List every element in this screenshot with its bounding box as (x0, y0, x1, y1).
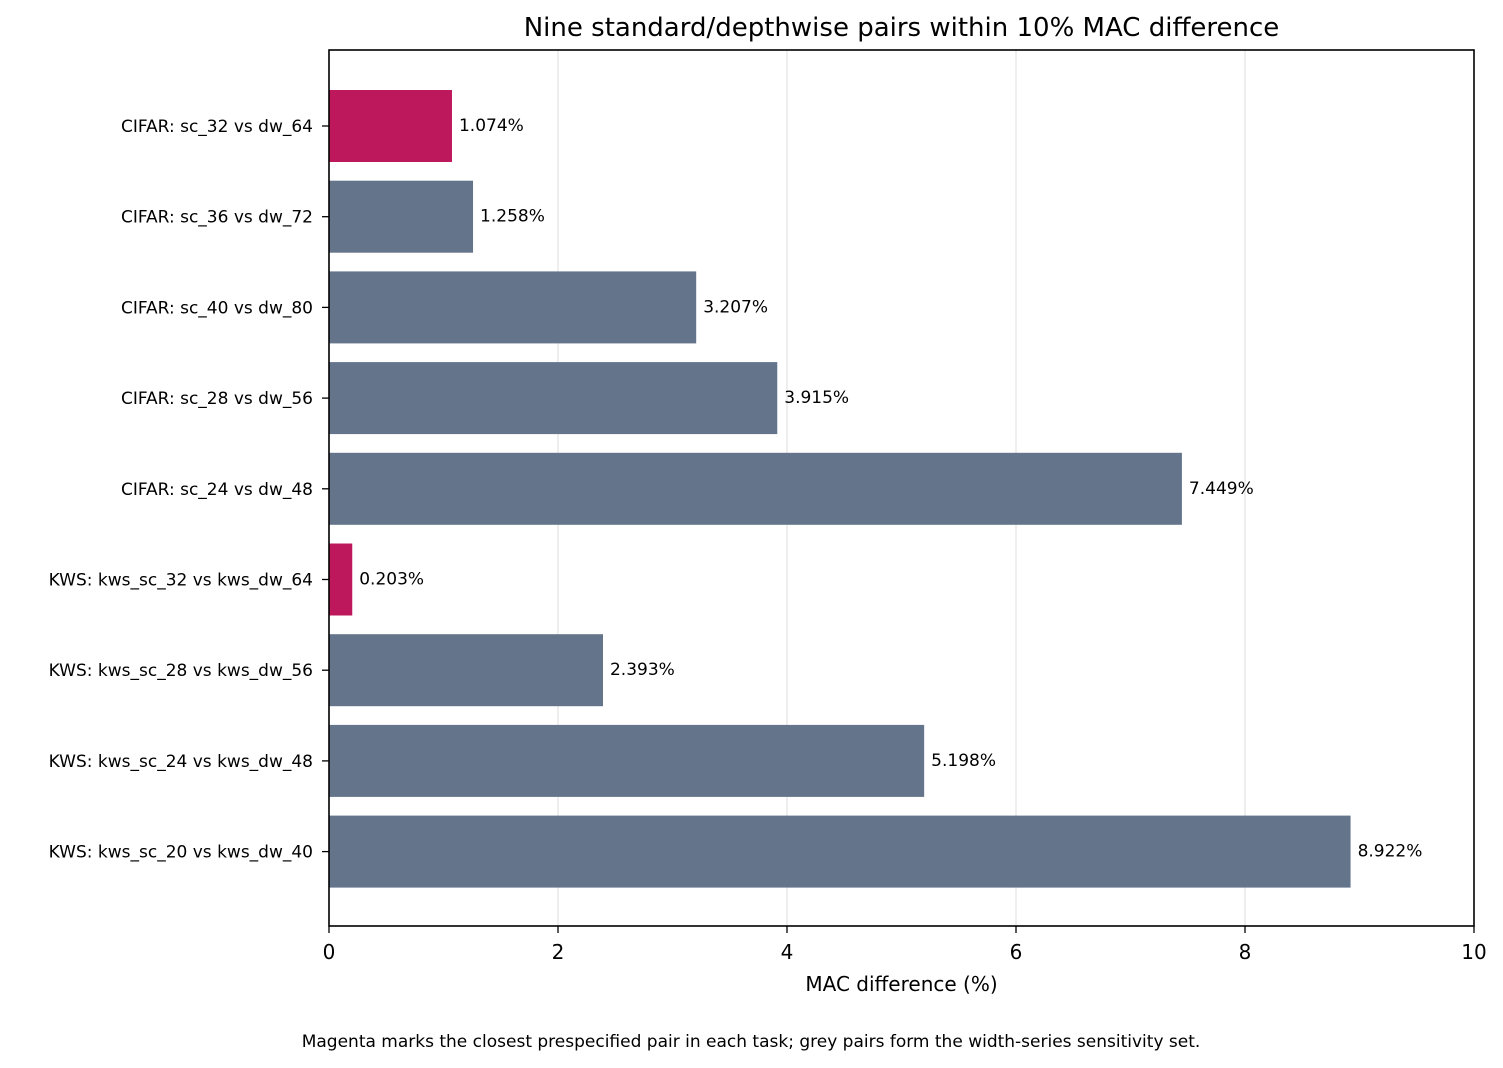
bar-value-label: 7.449% (1189, 479, 1254, 499)
y-category-label: KWS: kws_sc_32 vs kws_dw_64 (49, 571, 313, 591)
bar-value-label: 3.915% (784, 388, 849, 408)
plot-frame (328, 49, 1475, 927)
x-tick-label: 8 (1239, 940, 1252, 964)
x-tick-label: 6 (1010, 940, 1023, 964)
x-axis-ticks: 0 2 4 6 8 10 (323, 926, 1487, 964)
x-axis-label: MAC difference (%) (805, 972, 997, 996)
bar-value-label: 3.207% (703, 297, 768, 317)
bar (329, 634, 603, 707)
bar-value-label: 1.074% (459, 116, 524, 136)
bar-value-label: 5.198% (931, 751, 996, 771)
y-category-label: CIFAR: sc_28 vs dw_56 (121, 389, 313, 409)
bar-value-label: 8.922% (1358, 842, 1423, 862)
data-labels: 1.074% 1.258% 3.207% 3.915% 7.449% 0.203% 2.39… (359, 116, 1422, 862)
bar (329, 362, 778, 435)
x-tick-label: 0 (323, 940, 336, 964)
bar-value-label: 0.203% (359, 570, 424, 590)
bar (329, 90, 452, 162)
x-tick-label: 2 (552, 940, 565, 964)
x-tick-label: 4 (781, 940, 794, 964)
bar (329, 724, 925, 797)
x-tick-label: 10 (1461, 940, 1486, 964)
bar-value-label: 1.258% (480, 207, 545, 227)
bar (329, 815, 1351, 888)
bar (329, 452, 1182, 525)
bar (329, 180, 474, 253)
y-category-label: KWS: kws_sc_28 vs kws_dw_56 (49, 661, 313, 681)
bar (329, 543, 353, 616)
bar-value-label: 2.393% (610, 660, 675, 680)
y-category-label: KWS: kws_sc_24 vs kws_dw_48 (49, 752, 313, 772)
y-axis-categories: CIFAR: sc_32 vs dw_64 CIFAR: sc_36 vs dw_… (49, 117, 329, 863)
y-category-label: CIFAR: sc_24 vs dw_48 (121, 480, 313, 500)
bars (329, 90, 1351, 888)
bar (329, 271, 697, 344)
chart-caption: Magenta marks the closest prespecified p… (302, 1032, 1201, 1052)
y-category-label: CIFAR: sc_32 vs dw_64 (121, 117, 313, 137)
y-category-label: CIFAR: sc_40 vs dw_80 (121, 298, 313, 318)
y-category-label: KWS: kws_sc_20 vs kws_dw_40 (49, 843, 313, 863)
y-category-label: CIFAR: sc_36 vs dw_72 (121, 208, 313, 228)
chart-title: Nine standard/depthwise pairs within 10%… (524, 13, 1280, 43)
